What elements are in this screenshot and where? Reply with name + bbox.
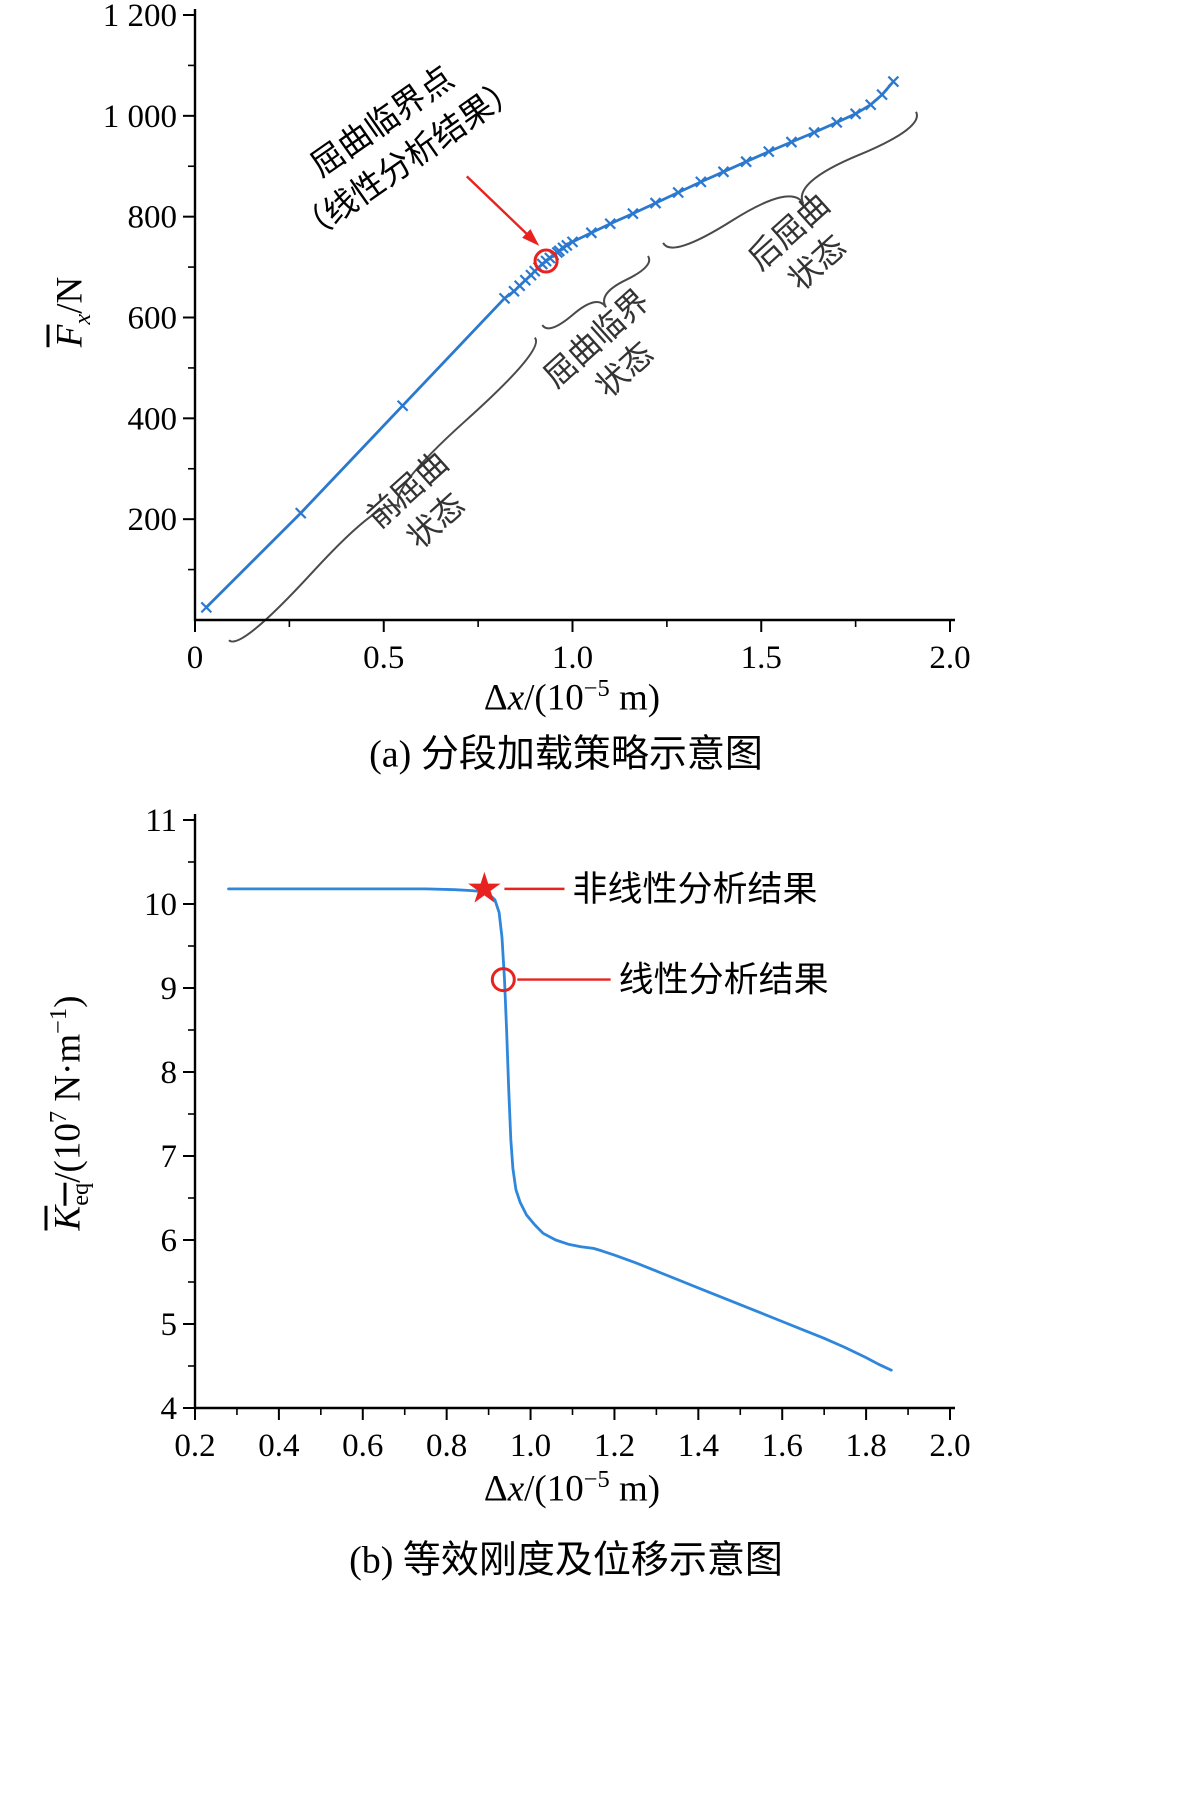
dx-var: x — [507, 677, 525, 719]
x-marker — [649, 197, 662, 209]
chart-a-ylabel: Fx/N — [49, 276, 96, 348]
x-tick-label: 1.5 — [741, 640, 782, 676]
x-marker — [604, 217, 617, 230]
x-marker — [672, 186, 684, 199]
dx-exponent: −5 — [583, 675, 610, 703]
dx-mid: /(10 — [524, 677, 584, 719]
x-marker — [396, 399, 409, 412]
x-tick-label: 1.8 — [845, 1428, 886, 1464]
keq-close: ) — [47, 995, 89, 1008]
fx-unit: /N — [49, 276, 91, 314]
caption-b: (b) 等效刚度及位移示意图 — [349, 1539, 783, 1582]
x-marker — [887, 75, 900, 88]
keq-mid: /(10 — [47, 1123, 89, 1183]
x-tick-label: 1.0 — [552, 640, 593, 676]
y-tick-label: 600 — [128, 301, 178, 337]
x-tick-label: 1.2 — [594, 1428, 635, 1464]
brace — [662, 111, 918, 249]
x-marker — [627, 207, 639, 220]
y-tick-label: 10 — [144, 887, 177, 923]
callout-arrow-line — [465, 175, 533, 240]
keq-symbol: K — [47, 1205, 89, 1231]
chart-a-xlabel: Δx/(10−5 m) — [483, 675, 661, 720]
y-tick-label: 4 — [161, 1391, 178, 1427]
brace — [228, 336, 537, 643]
caption-a: (a) 分段加载策略示意图 — [369, 733, 763, 776]
dx-unit: m) — [609, 1468, 661, 1510]
critical-point-callout: 屈曲临界点（线性分析结果） — [264, 31, 528, 250]
x-marker — [740, 155, 752, 168]
dx-delta: Δ — [483, 677, 508, 719]
fx-symbol: F — [49, 324, 91, 348]
x-marker — [566, 236, 579, 248]
x-tick-label: 2.0 — [929, 640, 970, 676]
y-tick-label: 200 — [128, 502, 178, 538]
x-tick-label: 2.0 — [929, 1428, 970, 1464]
x-marker — [849, 108, 862, 120]
x-marker — [808, 126, 820, 139]
keq-exponent2: −1 — [45, 1007, 73, 1034]
dx-delta: Δ — [483, 1468, 508, 1510]
y-tick-label: 8 — [161, 1055, 178, 1091]
callout-arrow-head — [522, 229, 540, 246]
y-tick-label: 11 — [145, 803, 177, 839]
chart-b-ylabel: Keq/(107 N·m−1) — [45, 995, 94, 1231]
x-marker — [498, 292, 511, 305]
dx-mid: /(10 — [524, 1468, 584, 1510]
keq-unit: N·m — [47, 1033, 89, 1111]
x-tick-label: 0.8 — [426, 1428, 467, 1464]
x-marker — [864, 98, 877, 111]
brace-label: 屈曲临界状态 — [537, 282, 684, 426]
x-tick-label: 0.5 — [363, 640, 404, 676]
keq-exponent1: 7 — [45, 1110, 73, 1124]
x-tick-label: 1.0 — [510, 1428, 551, 1464]
y-tick-label: 800 — [128, 200, 178, 236]
y-tick-label: 5 — [161, 1307, 178, 1343]
keq-overlined: Keq — [47, 1183, 94, 1231]
chart-b-canvas: 0.2 0.4 0.6 0.8 1.0 1.2 1.4 1.6 1.8 2.0 4 5 6 7 8 9 10 11… — [144, 803, 971, 1464]
y-tick-label: 7 — [161, 1139, 178, 1175]
brace — [541, 255, 651, 330]
keq-subscript: eq — [66, 1182, 94, 1206]
chart-b-xlabel: Δx/(10−5 m) — [483, 1466, 661, 1511]
dx-unit: m) — [609, 677, 661, 719]
x-tick-label: 1.6 — [762, 1428, 803, 1464]
x-tick-label: 0 — [187, 640, 204, 676]
x-tick-label: 1.4 — [678, 1428, 719, 1464]
y-tick-label: 9 — [161, 971, 178, 1007]
x-marker — [785, 136, 798, 148]
x-marker — [695, 176, 707, 188]
x-marker — [294, 507, 307, 519]
y-tick-label: 400 — [128, 401, 178, 437]
star-marker — [468, 871, 501, 903]
annotation-label: 非线性分析结果 — [573, 870, 818, 909]
y-tick-label: 6 — [161, 1223, 178, 1259]
x-marker — [717, 166, 730, 178]
fx-subscript: x — [68, 313, 96, 325]
brace-label: 前屈曲状态 — [360, 444, 484, 566]
y-tick-label: 1 000 — [103, 99, 177, 135]
annotation-label: 线性分析结果 — [619, 961, 829, 1000]
x-tick-label: 0.4 — [258, 1428, 299, 1464]
x-marker — [200, 601, 213, 614]
x-marker — [585, 227, 598, 239]
circle-marker — [490, 967, 516, 993]
x-tick-label: 0.2 — [174, 1428, 215, 1464]
x-tick-label: 0.6 — [342, 1428, 383, 1464]
x-marker — [876, 88, 888, 101]
y-tick-label: 1 200 — [103, 0, 177, 34]
critical-point-marker — [533, 248, 559, 274]
x-marker — [763, 145, 775, 158]
x-marker — [561, 239, 573, 252]
dx-exponent: −5 — [583, 1466, 610, 1494]
x-marker — [830, 116, 843, 129]
dx-var: x — [507, 1468, 525, 1510]
